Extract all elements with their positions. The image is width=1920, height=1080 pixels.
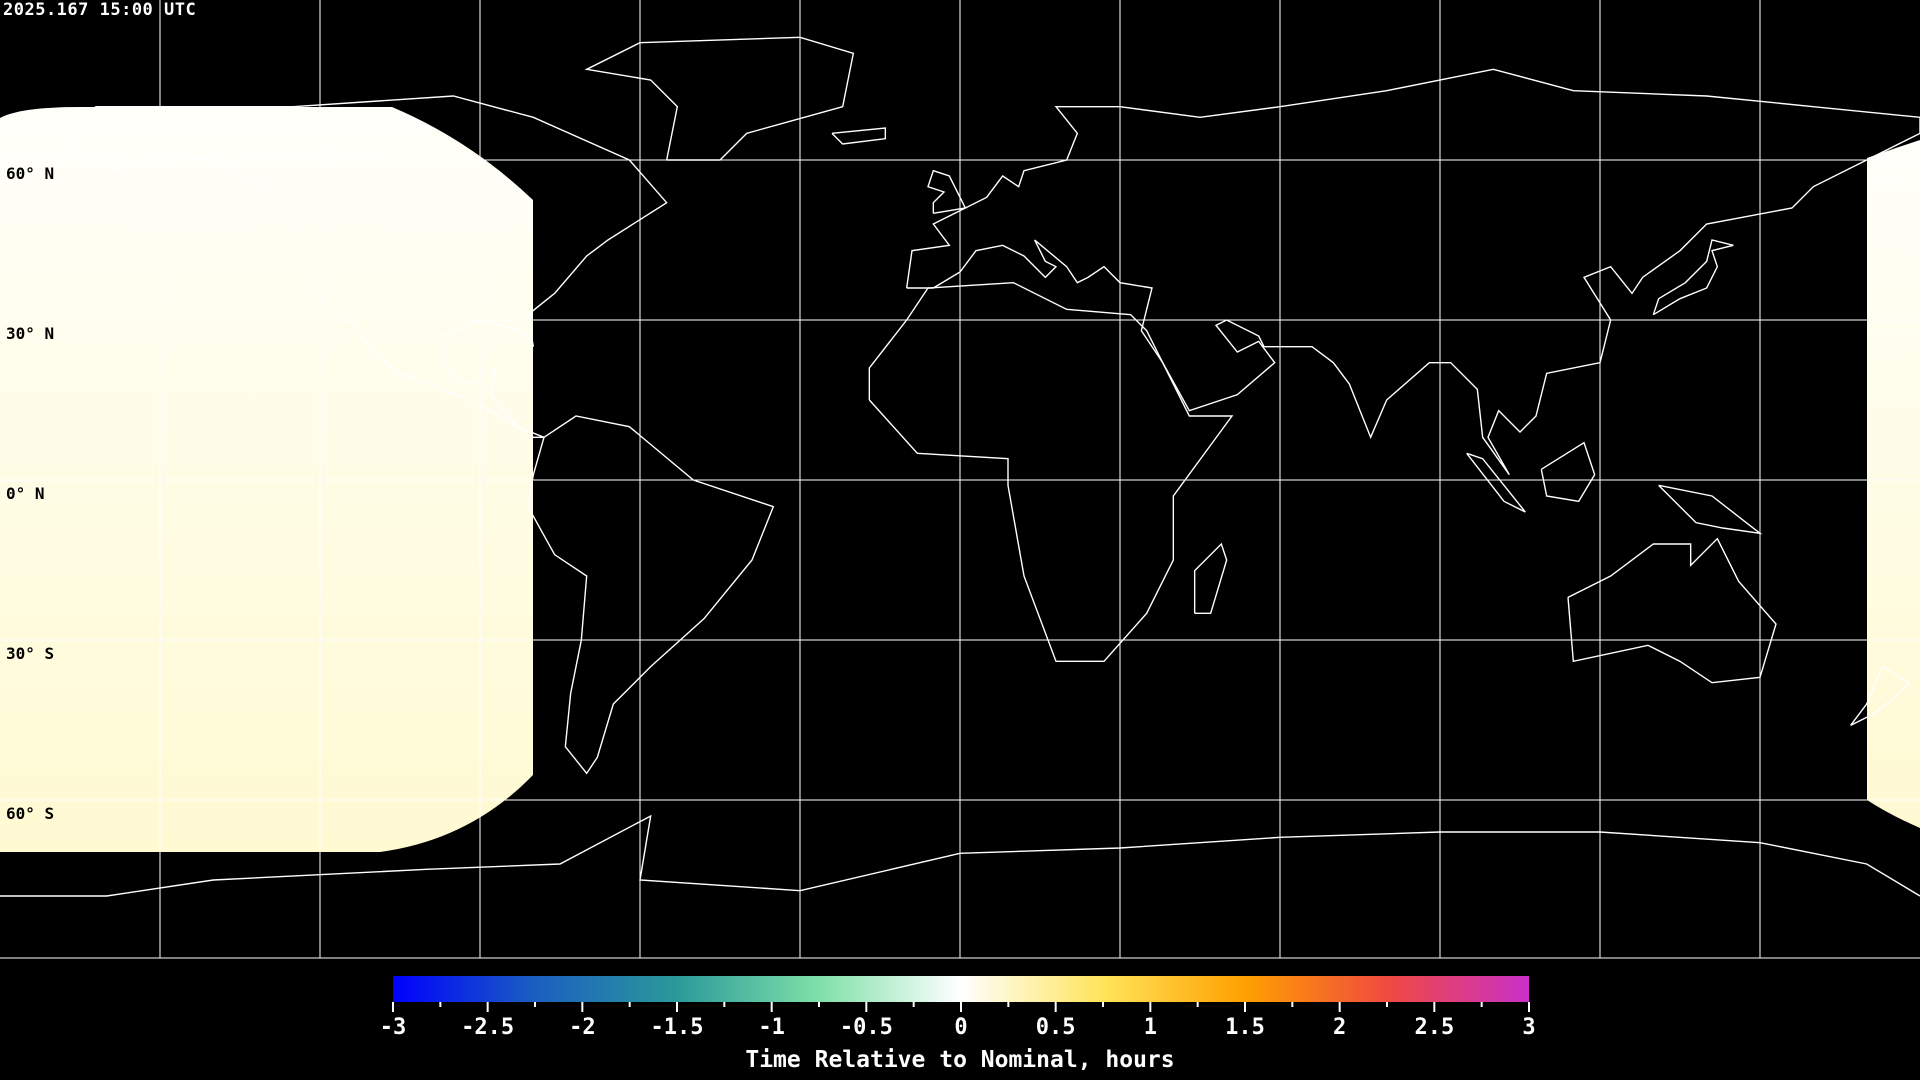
colorbar-ticks: [392, 1002, 1530, 1012]
coastline-australia: [1567, 537, 1777, 684]
coastline-japan: [1652, 239, 1734, 316]
graticule: [0, 0, 1920, 958]
coastline-madagascar: [1193, 542, 1228, 615]
colorbar-tick-label: 2.5: [1414, 1015, 1455, 1040]
colorbar-tick-label: -3: [379, 1015, 407, 1040]
lat-label-0n: 0° N: [6, 484, 45, 503]
coastline-new-guinea: [1658, 484, 1763, 535]
coastline-borneo: [1540, 441, 1596, 503]
colorbar-tick-label: -0.5: [839, 1015, 893, 1040]
world-map: [0, 0, 1920, 960]
colorbar-tick-label: -2.5: [461, 1015, 515, 1040]
colorbar-tick-label: 0.5: [1035, 1015, 1076, 1040]
coastline-iceland: [831, 127, 887, 145]
coastline-great-britain: [927, 169, 967, 215]
lat-label-30s: 30° S: [6, 644, 55, 663]
colorbar-tick-label: 1: [1143, 1015, 1157, 1040]
colorbar-tick-label: -1.5: [650, 1015, 704, 1040]
coastlines: [0, 36, 1920, 897]
colorbar-title: Time Relative to Nominal, hours: [745, 1047, 1175, 1073]
colorbar-tick-label: 1.5: [1225, 1015, 1265, 1040]
colorbar-tick-label: 0: [954, 1015, 968, 1040]
colorbar-tick-label: 2: [1333, 1015, 1347, 1040]
colorbar-tick-label: -2: [569, 1015, 596, 1040]
colorbar: [393, 976, 1529, 1002]
lat-label-60s: 60° S: [6, 804, 55, 823]
coastline-sumatra: [1466, 452, 1526, 513]
coastline-africa: [868, 281, 1234, 663]
coastline-eurasia: [905, 68, 1920, 476]
colorbar-tick-label: -1: [758, 1015, 785, 1040]
timestamp-label: 2025.167 15:00 UTC: [3, 0, 197, 20]
coastline-new-zealand: [1850, 666, 1911, 726]
colorbar-tick-label: 3: [1522, 1015, 1536, 1040]
lat-label-30n: 30° N: [6, 324, 55, 343]
shaded-region-east: [1867, 140, 1920, 828]
lat-label-60n: 60° N: [6, 164, 55, 183]
